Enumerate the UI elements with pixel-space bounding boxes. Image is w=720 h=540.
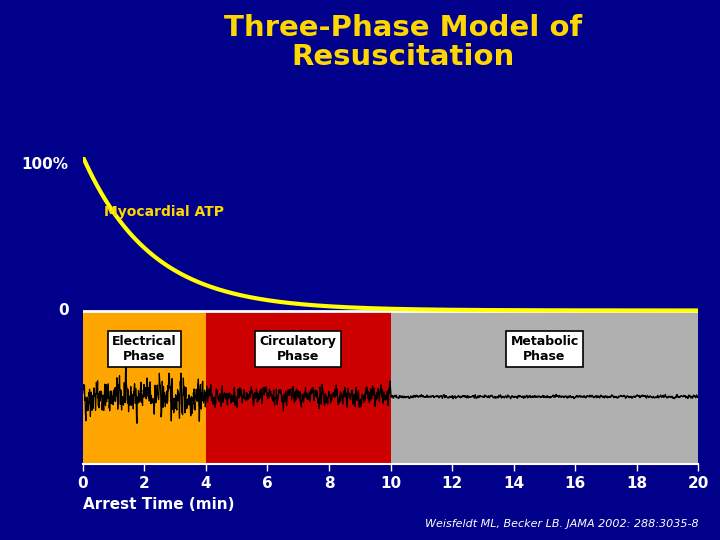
Text: Electrical
Phase: Electrical Phase bbox=[112, 335, 176, 363]
Bar bbox=[206, 310, 391, 464]
Text: Weisfeldt ML, Becker LB. JAMA 2002: 288:3035-8: Weisfeldt ML, Becker LB. JAMA 2002: 288:… bbox=[425, 519, 698, 529]
Text: 0: 0 bbox=[58, 303, 68, 318]
Bar bbox=[83, 310, 206, 464]
Text: Arrest Time (min): Arrest Time (min) bbox=[83, 497, 234, 512]
Text: Metabolic
Phase: Metabolic Phase bbox=[510, 335, 579, 363]
Text: Three-Phase Model of
Resuscitation: Three-Phase Model of Resuscitation bbox=[224, 14, 582, 71]
Bar bbox=[391, 310, 698, 464]
Text: Myocardial ATP: Myocardial ATP bbox=[104, 205, 225, 219]
Text: 100%: 100% bbox=[22, 157, 68, 172]
Text: Circulatory
Phase: Circulatory Phase bbox=[260, 335, 337, 363]
